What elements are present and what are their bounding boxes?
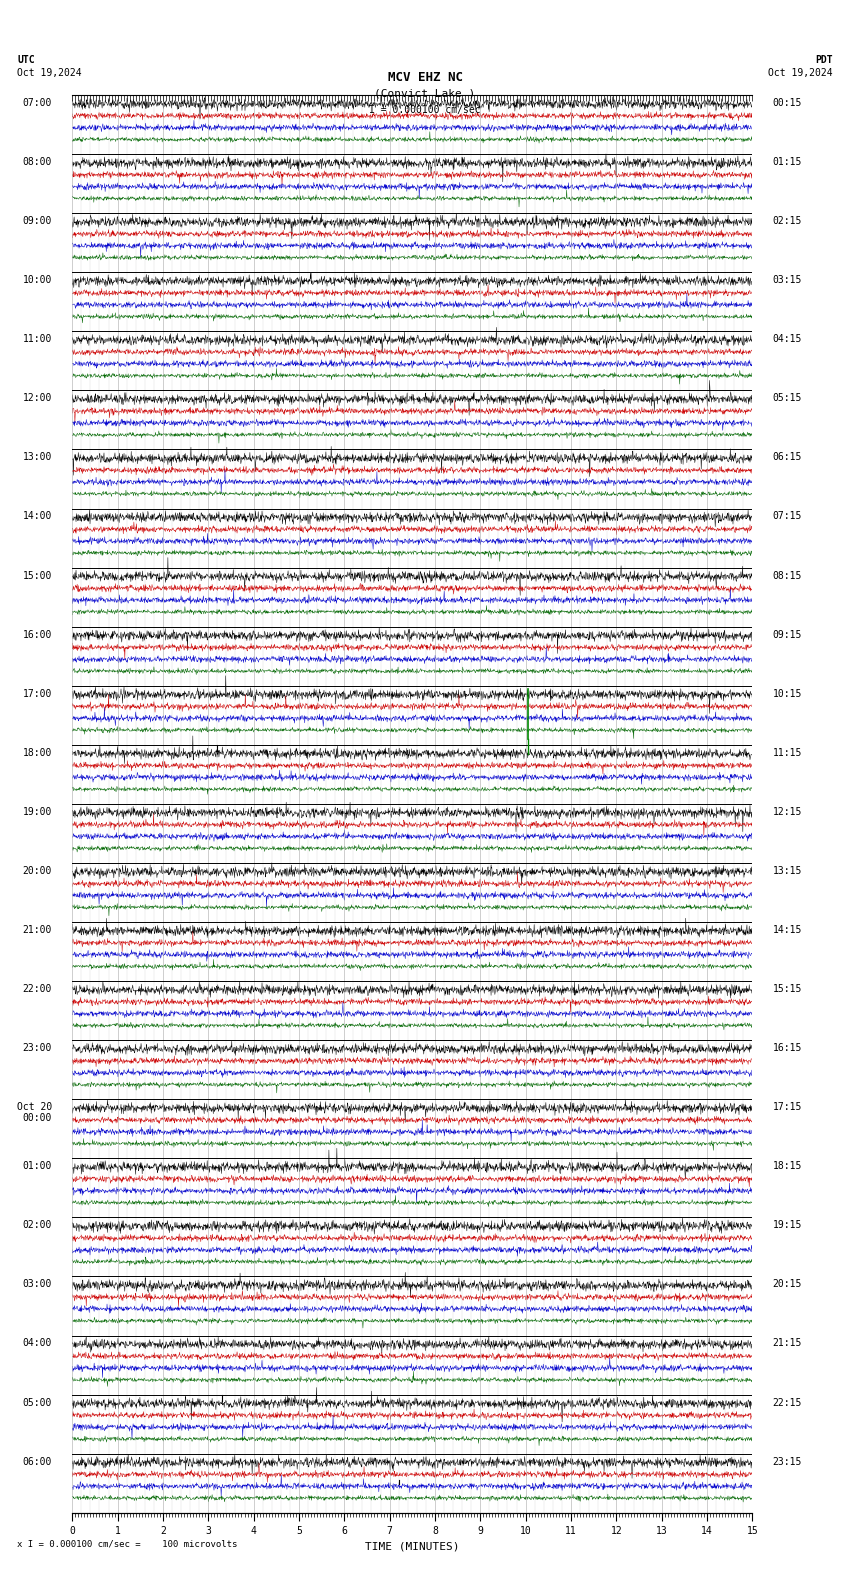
Text: 07:00: 07:00 [22,98,52,108]
Text: PDT: PDT [815,55,833,65]
Text: I = 0.000100 cm/sec: I = 0.000100 cm/sec [369,105,481,114]
Text: 18:00: 18:00 [22,748,52,757]
Text: 08:15: 08:15 [773,570,802,581]
Text: 14:15: 14:15 [773,925,802,935]
Text: 23:00: 23:00 [22,1044,52,1053]
Text: 12:00: 12:00 [22,393,52,404]
Text: 04:15: 04:15 [773,334,802,344]
Text: 13:00: 13:00 [22,453,52,463]
Text: (Convict Lake ): (Convict Lake ) [374,89,476,98]
Text: 05:00: 05:00 [22,1397,52,1408]
Text: Oct 19,2024: Oct 19,2024 [768,68,833,78]
Text: 04:00: 04:00 [22,1338,52,1348]
Text: 03:00: 03:00 [22,1280,52,1289]
Text: 22:15: 22:15 [773,1397,802,1408]
Text: x I = 0.000100 cm/sec =    100 microvolts: x I = 0.000100 cm/sec = 100 microvolts [17,1540,237,1549]
Text: 05:15: 05:15 [773,393,802,404]
Text: 14:00: 14:00 [22,512,52,521]
Text: 01:00: 01:00 [22,1161,52,1171]
Text: 18:15: 18:15 [773,1161,802,1171]
X-axis label: TIME (MINUTES): TIME (MINUTES) [365,1541,460,1551]
Text: 23:15: 23:15 [773,1457,802,1467]
Text: 02:15: 02:15 [773,215,802,227]
Text: 13:15: 13:15 [773,866,802,876]
Text: 11:15: 11:15 [773,748,802,757]
Text: 17:15: 17:15 [773,1102,802,1112]
Text: 02:00: 02:00 [22,1220,52,1231]
Text: 22:00: 22:00 [22,984,52,995]
Text: 16:00: 16:00 [22,629,52,640]
Text: 19:00: 19:00 [22,806,52,817]
Text: 11:00: 11:00 [22,334,52,344]
Text: 09:00: 09:00 [22,215,52,227]
Text: 21:00: 21:00 [22,925,52,935]
Text: 03:15: 03:15 [773,276,802,285]
Text: Oct 19,2024: Oct 19,2024 [17,68,82,78]
Text: 19:15: 19:15 [773,1220,802,1231]
Text: 17:00: 17:00 [22,689,52,699]
Text: 10:00: 10:00 [22,276,52,285]
Text: UTC: UTC [17,55,35,65]
Text: 06:15: 06:15 [773,453,802,463]
Text: 01:15: 01:15 [773,157,802,166]
Text: 07:15: 07:15 [773,512,802,521]
Text: 00:15: 00:15 [773,98,802,108]
Text: MCV EHZ NC: MCV EHZ NC [388,71,462,84]
Text: 16:15: 16:15 [773,1044,802,1053]
Text: 20:15: 20:15 [773,1280,802,1289]
Text: 10:15: 10:15 [773,689,802,699]
Text: 12:15: 12:15 [773,806,802,817]
Text: Oct 20
00:00: Oct 20 00:00 [17,1102,52,1123]
Text: 15:15: 15:15 [773,984,802,995]
Text: 21:15: 21:15 [773,1338,802,1348]
Text: 06:00: 06:00 [22,1457,52,1467]
Text: 09:15: 09:15 [773,629,802,640]
Text: 15:00: 15:00 [22,570,52,581]
Text: 08:00: 08:00 [22,157,52,166]
Text: 20:00: 20:00 [22,866,52,876]
